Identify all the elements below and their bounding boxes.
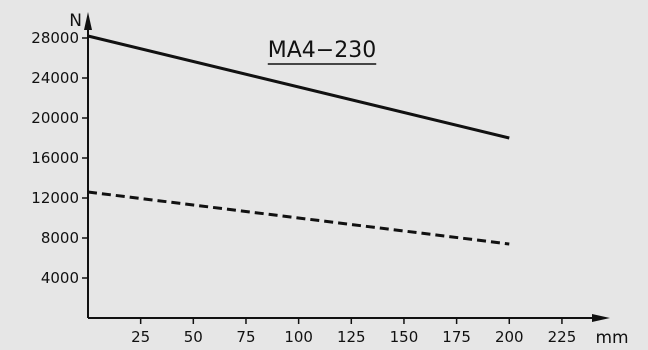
y-tick-label: 12000 (31, 189, 79, 207)
y-ticks: 4000 8000 12000 16000 20000 24000 28000 (31, 29, 88, 287)
x-tick-label: 150 (390, 328, 419, 346)
y-axis-unit: N (69, 11, 82, 31)
y-tick-label: 28000 (31, 29, 79, 47)
x-tick-label: 75 (236, 328, 255, 346)
chart-title: MA4−230 (268, 38, 376, 63)
x-tick-label: 100 (284, 328, 313, 346)
x-tick-label: 125 (337, 328, 366, 346)
x-tick-label: 50 (184, 328, 203, 346)
series-line-dashed (87, 190, 510, 246)
series-line-solid (87, 34, 510, 140)
x-axis-arrow (592, 314, 610, 322)
y-tick-label: 16000 (31, 149, 79, 167)
x-axis-unit: mm (595, 328, 628, 348)
y-axis-arrow (84, 12, 92, 30)
x-tick-label: 175 (442, 328, 471, 346)
x-ticks: 25 50 75 100 125 150 175 200 225 (131, 318, 576, 346)
series-layer (87, 34, 510, 246)
y-tick-label: 8000 (41, 229, 79, 247)
y-tick-label: 24000 (31, 69, 79, 87)
y-tick-label: 4000 (41, 269, 79, 287)
x-tick-label: 25 (131, 328, 150, 346)
x-tick-label: 200 (495, 328, 524, 346)
y-tick-label: 20000 (31, 109, 79, 127)
x-tick-label: 225 (548, 328, 577, 346)
